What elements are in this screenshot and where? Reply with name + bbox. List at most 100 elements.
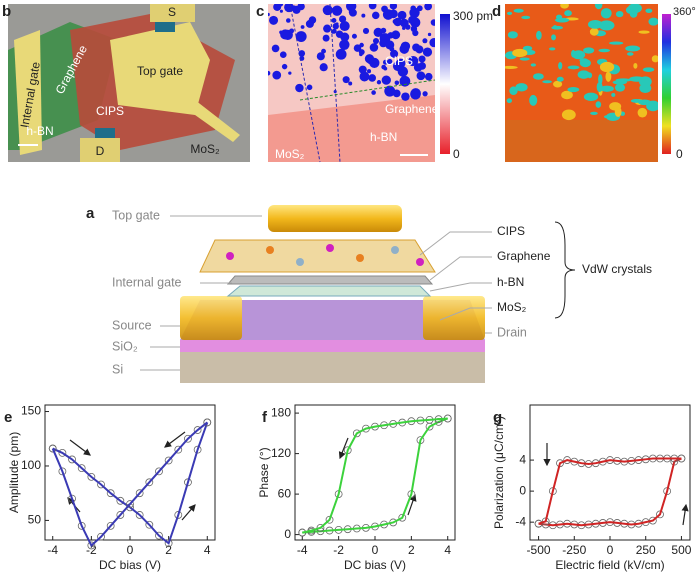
domain-patch [637, 107, 648, 118]
data-point [164, 456, 173, 465]
domain-dot [348, 10, 353, 14]
data-point [77, 464, 86, 473]
domain-patch [625, 45, 641, 52]
region-label: CIPS [385, 54, 413, 68]
fit-line [302, 417, 448, 534]
domain-patch [633, 62, 638, 69]
domain-patch [529, 94, 538, 106]
domain-dot [387, 91, 392, 97]
domain-dot [430, 19, 435, 26]
data-point [126, 500, 134, 508]
domain-patch [519, 57, 530, 61]
domain-dot [273, 4, 282, 11]
x-axis-label: DC bias (V) [99, 558, 161, 572]
domain-dot [383, 66, 388, 71]
domain-dot [288, 71, 292, 75]
panel-a: a Top gate Internal gate Source SiO₂ Si … [86, 205, 652, 383]
left-label: Internal gate [112, 275, 182, 289]
colorbar [440, 14, 450, 154]
mos2-region [155, 22, 175, 32]
domain-dot [422, 91, 428, 97]
charts: e f g -4 -2 0 2 4 50 100 150 DC bias (V) Amplitud… [4, 404, 692, 572]
domain-dot [410, 88, 421, 100]
data-point [145, 520, 154, 529]
data-point [58, 467, 67, 476]
domain-patch [515, 83, 528, 92]
domain-dot [279, 51, 287, 59]
top-gate-lead [188, 100, 240, 142]
colorbar-label: 360° [673, 6, 696, 18]
internal-gate-region [14, 30, 42, 155]
domain-dot [385, 40, 393, 48]
domain-dot [381, 75, 391, 85]
x-tick-label: -4 [47, 543, 58, 557]
domain-dot [424, 72, 433, 81]
y-axis-label: Phase (°) [257, 447, 271, 497]
top-gate-region [110, 22, 210, 115]
domain-dot [408, 58, 417, 67]
domain-patch [651, 55, 658, 63]
domain-patch [599, 61, 615, 73]
region-label: Top gate [137, 64, 183, 78]
fit-line [52, 422, 209, 545]
y-tick-label: 150 [21, 404, 41, 418]
mos2-layer [180, 300, 485, 340]
domain-dot [300, 25, 305, 29]
domain-dot [335, 22, 339, 26]
data-point [77, 521, 86, 530]
region-label: h-BN [370, 130, 397, 144]
y-tick-label: 50 [28, 513, 42, 527]
domain-patch [642, 67, 655, 72]
domain-dots [268, 4, 435, 101]
data-point [325, 515, 334, 524]
domain-dot [371, 90, 376, 95]
domain-dot [368, 4, 377, 10]
domain-dot [424, 5, 430, 11]
domain-dot [392, 89, 401, 98]
si-layer [180, 352, 485, 383]
domain-dot [290, 5, 297, 12]
brace [554, 221, 576, 319]
domain-patch [639, 83, 652, 94]
right-label: MoS₂ [497, 300, 527, 314]
domain-dot [319, 63, 328, 72]
domain-dot [399, 75, 411, 87]
domain-patch [614, 106, 622, 118]
domain-dot [399, 44, 410, 54]
graphene-layer [226, 275, 434, 285]
domain-patch [627, 52, 634, 56]
domain-patch [560, 4, 569, 9]
arrow [164, 431, 186, 448]
domain-dot [418, 55, 426, 63]
domain-patch [587, 19, 603, 29]
colorbar-label: 0 [676, 147, 683, 161]
colorbar-label: 0 [453, 147, 460, 161]
domain-patch [536, 30, 542, 40]
cips-layer [199, 239, 436, 273]
domain-dot [410, 5, 416, 12]
domain-patch [554, 17, 570, 23]
domain-patch [614, 83, 626, 92]
domain-dot [412, 43, 421, 52]
domain-dot [351, 33, 357, 39]
domain-patch [583, 92, 599, 102]
plot-frame [44, 404, 216, 541]
domain-patch [587, 72, 593, 79]
source-electrode [180, 296, 242, 340]
colorbar [662, 14, 671, 154]
left-label: Source [112, 318, 152, 332]
domain-patch [598, 20, 615, 31]
domain-dot [380, 27, 387, 34]
domain-patch [645, 8, 653, 13]
domain-patch [595, 101, 602, 108]
y-tick-label: 60 [278, 486, 292, 500]
data-point [135, 489, 144, 498]
domain-dot [401, 92, 410, 101]
data-point [87, 541, 96, 550]
domain-patch [589, 27, 599, 36]
fit-line [51, 421, 208, 548]
domain-dot [339, 15, 347, 23]
domain-dot [376, 80, 382, 85]
domain-dot [372, 11, 380, 20]
domain-dot [382, 59, 388, 65]
